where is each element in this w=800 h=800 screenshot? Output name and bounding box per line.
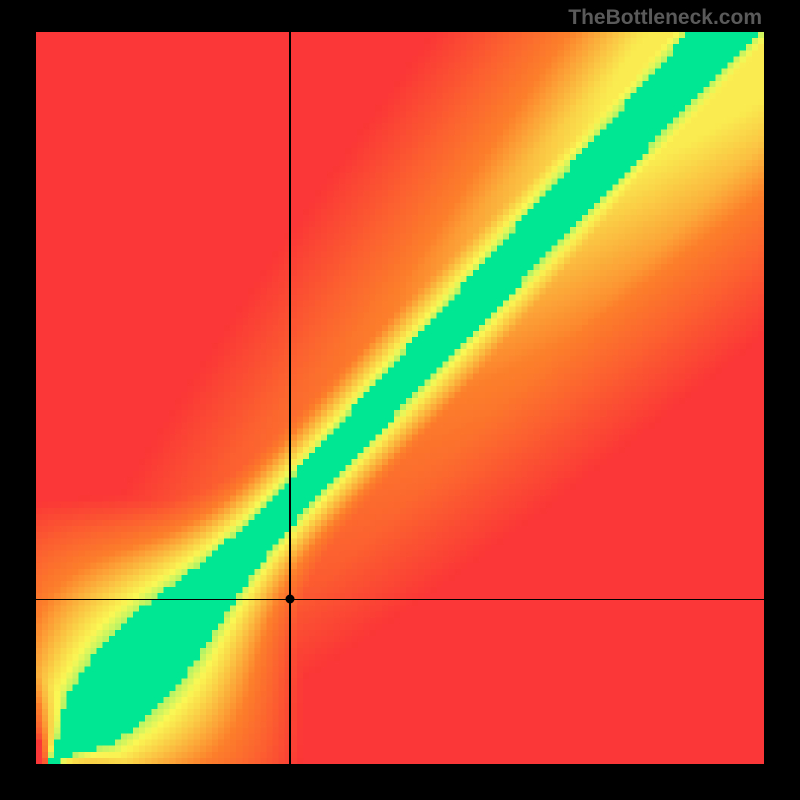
crosshair-marker xyxy=(286,595,295,604)
crosshair-horizontal xyxy=(36,599,764,601)
crosshair-vertical xyxy=(289,32,291,764)
watermark-text: TheBottleneck.com xyxy=(568,6,762,30)
bottleneck-heatmap xyxy=(36,32,764,764)
